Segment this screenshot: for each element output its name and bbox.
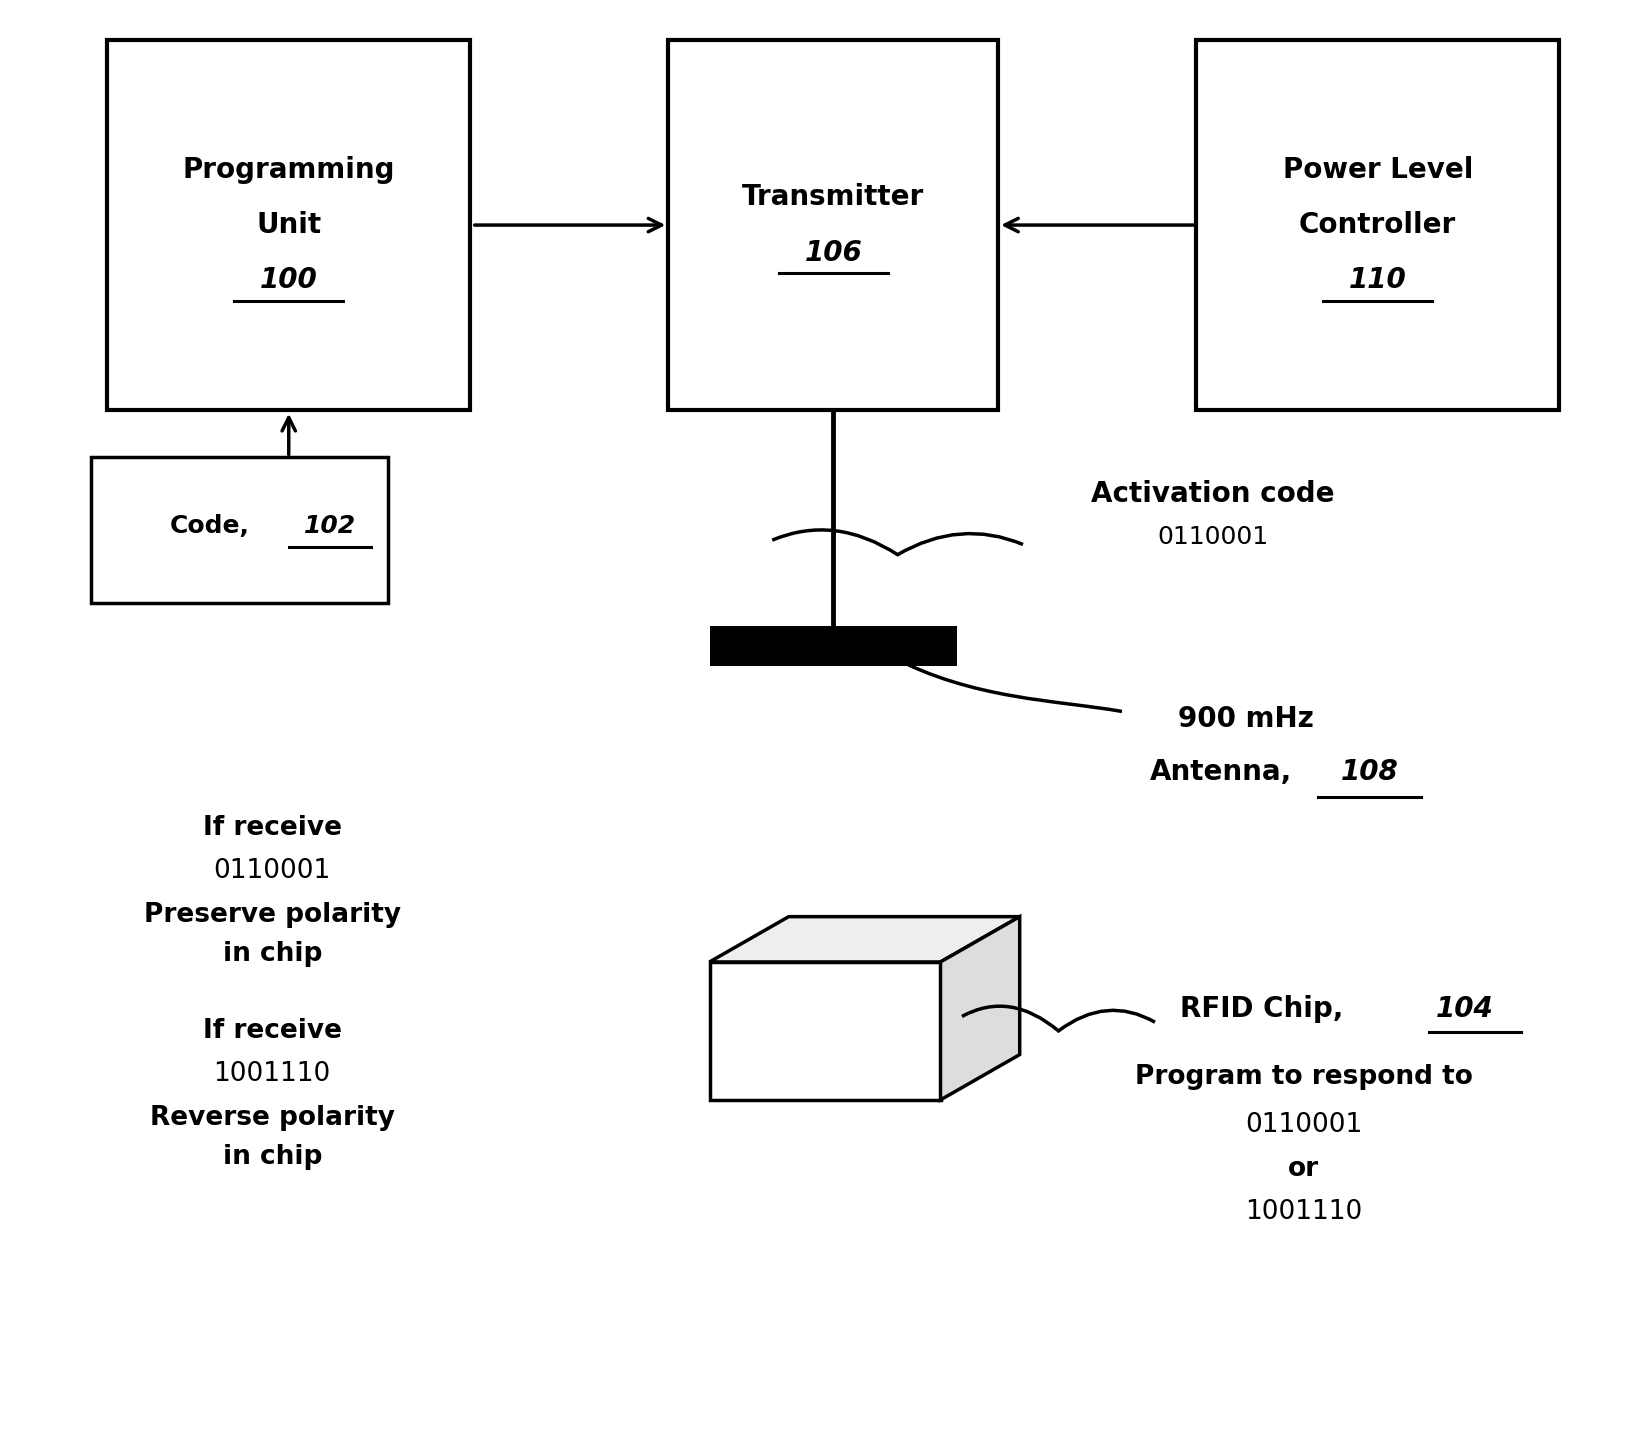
- Text: 900 mHz: 900 mHz: [1178, 704, 1313, 733]
- Text: Preserve polarity: Preserve polarity: [144, 902, 401, 928]
- Text: 0110001: 0110001: [1157, 526, 1269, 549]
- Text: Programming: Programming: [183, 155, 394, 184]
- Text: RFID Chip,: RFID Chip,: [1180, 995, 1343, 1024]
- Text: in chip: in chip: [223, 941, 322, 967]
- Text: Unit: Unit: [256, 211, 322, 240]
- Text: 100: 100: [261, 266, 317, 295]
- Text: 106: 106: [805, 238, 861, 267]
- Text: 1001110: 1001110: [1244, 1199, 1363, 1225]
- Text: Code,: Code,: [170, 514, 249, 537]
- Text: Activation code: Activation code: [1091, 479, 1335, 508]
- Text: 0110001: 0110001: [1244, 1112, 1363, 1138]
- Text: 1001110: 1001110: [213, 1061, 332, 1088]
- Polygon shape: [940, 916, 1020, 1101]
- FancyBboxPatch shape: [107, 39, 470, 409]
- Text: or: or: [1289, 1156, 1318, 1182]
- Text: in chip: in chip: [223, 1144, 322, 1170]
- Text: Transmitter: Transmitter: [742, 183, 924, 212]
- Text: 108: 108: [1340, 758, 1399, 787]
- Text: Program to respond to: Program to respond to: [1135, 1064, 1472, 1090]
- Text: Power Level: Power Level: [1282, 155, 1473, 184]
- Text: If receive: If receive: [203, 815, 342, 841]
- Text: Reverse polarity: Reverse polarity: [150, 1105, 394, 1131]
- Text: Controller: Controller: [1299, 211, 1457, 240]
- Polygon shape: [710, 916, 1020, 963]
- Text: 110: 110: [1350, 266, 1406, 295]
- FancyBboxPatch shape: [668, 39, 998, 409]
- Text: Antenna,: Antenna,: [1150, 758, 1292, 787]
- Text: If receive: If receive: [203, 1018, 342, 1044]
- FancyBboxPatch shape: [1196, 39, 1559, 409]
- FancyBboxPatch shape: [91, 457, 388, 603]
- Text: 104: 104: [1436, 995, 1493, 1024]
- FancyBboxPatch shape: [710, 626, 957, 666]
- Text: 0110001: 0110001: [213, 858, 332, 884]
- Polygon shape: [710, 963, 940, 1101]
- Text: 102: 102: [304, 514, 356, 537]
